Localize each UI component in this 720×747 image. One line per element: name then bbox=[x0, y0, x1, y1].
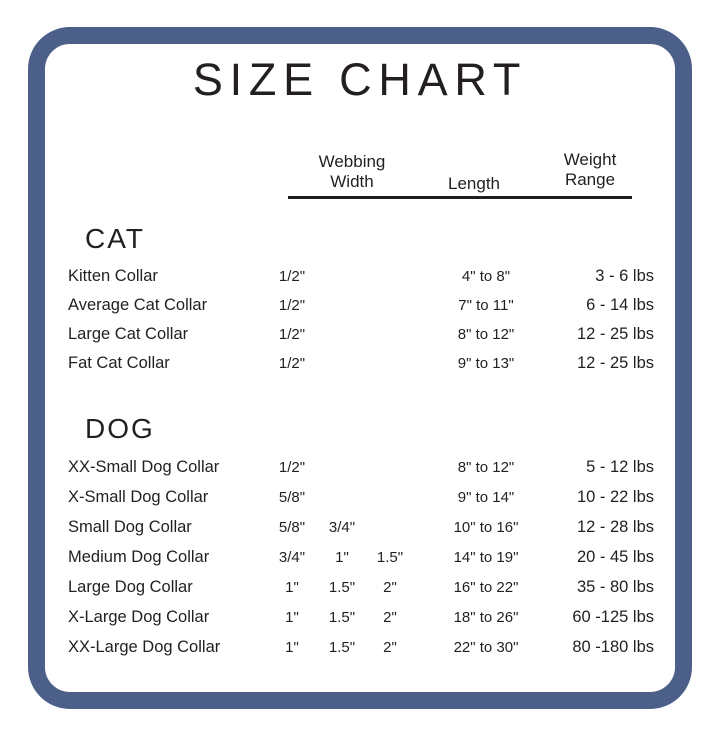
weight-cell: 6 - 14 lbs bbox=[586, 296, 654, 314]
weight-cell: 5 - 12 lbs bbox=[586, 457, 654, 476]
collar-name-cell: Medium Dog Collar bbox=[68, 547, 210, 566]
table-row: XX-Small Dog Collar 1/2" 8" to 12" 5 - 1… bbox=[68, 452, 658, 482]
length-cell: 4" to 8" bbox=[461, 268, 511, 285]
webbing-width-cell-1: 1/2" bbox=[278, 268, 306, 285]
table-row: Medium Dog Collar 3/4" 1" 1.5" 14" to 19… bbox=[68, 542, 658, 572]
collar-name-cell: Large Dog Collar bbox=[68, 577, 193, 596]
webbing-width-cell-3: 2" bbox=[383, 578, 397, 596]
table-row: Kitten Collar 1/2" 4" to 8" 3 - 6 lbs bbox=[68, 262, 658, 291]
webbing-width-cell-1: 1" bbox=[285, 578, 299, 596]
webbing-width-cell-1: 1/2" bbox=[278, 458, 306, 476]
webbing-width-cell-1: 1/2" bbox=[278, 297, 306, 314]
weight-cell: 12 - 25 lbs bbox=[576, 354, 654, 372]
length-cell: 9" to 13" bbox=[457, 355, 515, 372]
table-row: X-Small Dog Collar 5/8" 9" to 14" 10 - 2… bbox=[68, 482, 658, 512]
webbing-width-cell-2: 1.5" bbox=[328, 638, 356, 656]
weight-cell: 20 - 45 lbs bbox=[576, 547, 654, 566]
column-header-weight-range: Weight Range bbox=[564, 150, 617, 190]
column-header-weight-line1: Weight bbox=[563, 150, 617, 169]
collar-name-cell: X-Large Dog Collar bbox=[68, 607, 210, 626]
webbing-width-cell-1: 1" bbox=[285, 638, 299, 656]
weight-cell: 3 - 6 lbs bbox=[595, 267, 654, 285]
dog-section-header: DOG bbox=[85, 413, 155, 444]
weight-cell: 35 - 80 lbs bbox=[576, 577, 654, 596]
collar-name-cell: Fat Cat Collar bbox=[68, 354, 170, 372]
collar-name-cell: Average Cat Collar bbox=[68, 296, 208, 314]
weight-cell: 80 -180 lbs bbox=[572, 637, 654, 656]
webbing-width-cell-1: 5/8" bbox=[278, 518, 306, 536]
cat-rows: Kitten Collar 1/2" 4" to 8" 3 - 6 lbs Av… bbox=[68, 262, 658, 378]
table-row: X-Large Dog Collar 1" 1.5" 2" 18" to 26"… bbox=[68, 602, 658, 632]
table-row: Average Cat Collar 1/2" 7" to 11" 6 - 14… bbox=[68, 291, 658, 320]
collar-name-cell: X-Small Dog Collar bbox=[68, 487, 209, 506]
column-header-webbing-width: Webbing Width bbox=[319, 152, 386, 192]
column-header-webbing-line1: Webbing bbox=[318, 152, 386, 171]
column-header-length-label: Length bbox=[448, 174, 500, 193]
length-cell: 14" to 19" bbox=[453, 548, 519, 566]
collar-name-cell: Small Dog Collar bbox=[68, 517, 192, 536]
webbing-width-cell-1: 1" bbox=[285, 608, 299, 626]
page-title: SIZE CHART bbox=[192, 54, 528, 105]
webbing-width-cell-2: 1" bbox=[335, 548, 349, 566]
table-row: Large Cat Collar 1/2" 8" to 12" 12 - 25 … bbox=[68, 320, 658, 349]
collar-name-cell: Large Cat Collar bbox=[68, 325, 189, 343]
webbing-width-cell-3: 2" bbox=[383, 638, 397, 656]
webbing-width-cell-2: 3/4" bbox=[328, 518, 356, 536]
dog-rows: XX-Small Dog Collar 1/2" 8" to 12" 5 - 1… bbox=[68, 452, 658, 662]
length-cell: 10" to 16" bbox=[453, 518, 519, 536]
length-cell: 18" to 26" bbox=[453, 608, 519, 626]
webbing-width-cell-1: 1/2" bbox=[278, 326, 306, 343]
length-cell: 8" to 12" bbox=[457, 458, 515, 476]
webbing-width-cell-2: 1.5" bbox=[328, 578, 356, 596]
table-row: Small Dog Collar 5/8" 3/4" 10" to 16" 12… bbox=[68, 512, 658, 542]
header-underline bbox=[288, 196, 632, 199]
collar-name-cell: XX-Small Dog Collar bbox=[68, 457, 220, 476]
length-cell: 8" to 12" bbox=[457, 326, 515, 343]
collar-name-cell: Kitten Collar bbox=[68, 267, 158, 285]
column-header-weight-line2: Range bbox=[564, 170, 616, 189]
cat-section-header: CAT bbox=[85, 223, 145, 254]
table-row: XX-Large Dog Collar 1" 1.5" 2" 22" to 30… bbox=[68, 632, 658, 662]
column-header-webbing-line2: Width bbox=[330, 172, 374, 191]
rounded-border-frame bbox=[28, 27, 692, 709]
webbing-width-cell-3: 2" bbox=[383, 608, 397, 626]
length-cell: 9" to 14" bbox=[457, 488, 515, 506]
length-cell: 16" to 22" bbox=[453, 578, 519, 596]
webbing-width-cell-1: 5/8" bbox=[278, 488, 306, 506]
webbing-width-cell-1: 3/4" bbox=[278, 548, 306, 566]
length-cell: 7" to 11" bbox=[458, 297, 514, 314]
column-header-length: Length bbox=[448, 174, 500, 194]
weight-cell: 12 - 25 lbs bbox=[576, 325, 654, 343]
weight-cell: 12 - 28 lbs bbox=[576, 517, 654, 536]
webbing-width-cell-1: 1/2" bbox=[278, 355, 306, 372]
weight-cell: 10 - 22 lbs bbox=[576, 487, 654, 506]
length-cell: 22" to 30" bbox=[453, 638, 519, 656]
table-row: Large Dog Collar 1" 1.5" 2" 16" to 22" 3… bbox=[68, 572, 658, 602]
collar-name-cell: XX-Large Dog Collar bbox=[68, 637, 221, 656]
webbing-width-cell-2: 1.5" bbox=[328, 608, 356, 626]
table-row: Fat Cat Collar 1/2" 9" to 13" 12 - 25 lb… bbox=[68, 349, 658, 378]
webbing-width-cell-3: 1.5" bbox=[376, 548, 404, 566]
weight-cell: 60 -125 lbs bbox=[572, 607, 654, 626]
